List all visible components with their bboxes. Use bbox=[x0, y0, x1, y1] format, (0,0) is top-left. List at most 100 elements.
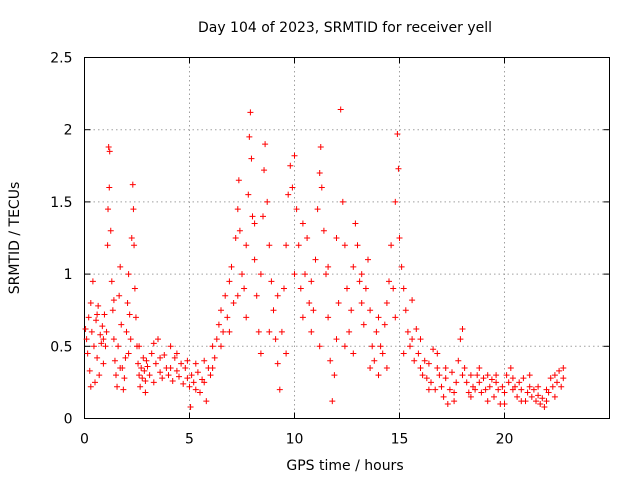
data-point bbox=[220, 328, 227, 335]
data-point bbox=[325, 314, 332, 321]
data-point bbox=[551, 372, 558, 379]
data-point bbox=[323, 271, 329, 278]
data-point bbox=[287, 162, 294, 169]
data-point bbox=[360, 321, 367, 328]
data-point bbox=[425, 360, 432, 367]
data-point bbox=[461, 364, 468, 371]
data-point bbox=[246, 133, 253, 140]
data-point bbox=[438, 383, 445, 390]
data-point bbox=[451, 389, 458, 396]
data-point bbox=[493, 372, 500, 379]
data-point bbox=[392, 314, 399, 321]
data-point bbox=[236, 227, 243, 234]
data-point bbox=[379, 350, 386, 357]
data-point bbox=[234, 206, 241, 213]
data-point bbox=[419, 372, 426, 379]
data-point bbox=[131, 285, 138, 292]
data-point bbox=[117, 263, 124, 270]
data-point bbox=[409, 297, 416, 304]
data-point bbox=[346, 328, 353, 335]
data-point bbox=[249, 213, 256, 220]
data-point bbox=[173, 350, 180, 357]
data-point bbox=[230, 299, 237, 306]
data-point bbox=[306, 299, 313, 306]
data-point bbox=[396, 235, 403, 241]
data-point bbox=[417, 336, 424, 343]
data-point bbox=[276, 386, 283, 393]
data-point bbox=[234, 292, 241, 299]
data-point bbox=[93, 317, 100, 324]
data-point bbox=[381, 321, 388, 328]
data-point bbox=[123, 328, 130, 335]
x-tick-label: 0 bbox=[80, 432, 89, 448]
data-point bbox=[310, 307, 317, 314]
data-point bbox=[241, 285, 248, 292]
data-point bbox=[120, 386, 127, 393]
data-point bbox=[146, 372, 153, 379]
data-point bbox=[547, 375, 554, 382]
data-point bbox=[203, 398, 210, 405]
data-point bbox=[159, 375, 166, 382]
data-point bbox=[333, 235, 340, 241]
data-point bbox=[289, 184, 296, 191]
data-point bbox=[484, 398, 491, 405]
data-point bbox=[484, 372, 491, 379]
data-point bbox=[243, 242, 250, 249]
data-point bbox=[107, 227, 114, 234]
data-point bbox=[142, 389, 149, 396]
data-point bbox=[362, 285, 369, 292]
data-point bbox=[373, 328, 380, 335]
y-tick-label: 2.5 bbox=[50, 51, 72, 67]
data-point bbox=[388, 242, 395, 249]
data-point bbox=[173, 367, 180, 374]
x-axis-label: GPS time / hours bbox=[286, 458, 403, 474]
data-point bbox=[186, 383, 193, 390]
data-point bbox=[411, 357, 418, 364]
axis-ticks: 0 5 10 15 20 0 0.5 1 1.5 2 2.5 bbox=[50, 51, 610, 448]
data-point bbox=[457, 336, 464, 343]
data-point bbox=[110, 297, 117, 304]
data-point bbox=[157, 369, 164, 376]
data-point bbox=[317, 144, 324, 151]
data-point bbox=[126, 311, 133, 318]
data-point bbox=[467, 393, 474, 400]
data-point bbox=[248, 155, 255, 162]
data-point bbox=[116, 292, 123, 299]
data-point bbox=[114, 383, 121, 390]
data-point bbox=[82, 325, 89, 332]
data-point bbox=[371, 357, 378, 364]
data-point bbox=[209, 364, 216, 371]
data-point bbox=[530, 386, 537, 393]
data-point bbox=[266, 328, 273, 335]
data-point bbox=[142, 377, 149, 384]
data-point bbox=[253, 292, 260, 299]
data-point bbox=[390, 285, 397, 292]
data-point bbox=[84, 350, 91, 357]
data-point bbox=[94, 311, 101, 318]
data-point bbox=[132, 314, 139, 321]
data-point bbox=[274, 292, 281, 299]
data-point bbox=[283, 350, 290, 357]
data-point bbox=[444, 401, 451, 408]
data-point bbox=[352, 220, 359, 227]
data-point bbox=[377, 343, 384, 350]
data-point bbox=[125, 271, 132, 278]
data-point bbox=[341, 343, 348, 350]
data-point bbox=[430, 346, 437, 353]
data-point bbox=[434, 350, 441, 357]
y-tick-label: 1.5 bbox=[50, 195, 72, 211]
data-point bbox=[243, 314, 250, 321]
data-point bbox=[228, 263, 235, 270]
data-point bbox=[167, 364, 174, 371]
data-point bbox=[180, 380, 187, 387]
data-point bbox=[354, 242, 361, 249]
data-point bbox=[543, 398, 550, 405]
y-tick-label: 2 bbox=[64, 123, 73, 139]
data-point bbox=[365, 256, 371, 263]
data-point bbox=[358, 299, 365, 306]
data-point bbox=[451, 398, 458, 405]
data-point bbox=[264, 198, 271, 205]
data-point bbox=[215, 321, 222, 328]
data-point bbox=[299, 314, 306, 321]
data-point bbox=[486, 383, 493, 390]
